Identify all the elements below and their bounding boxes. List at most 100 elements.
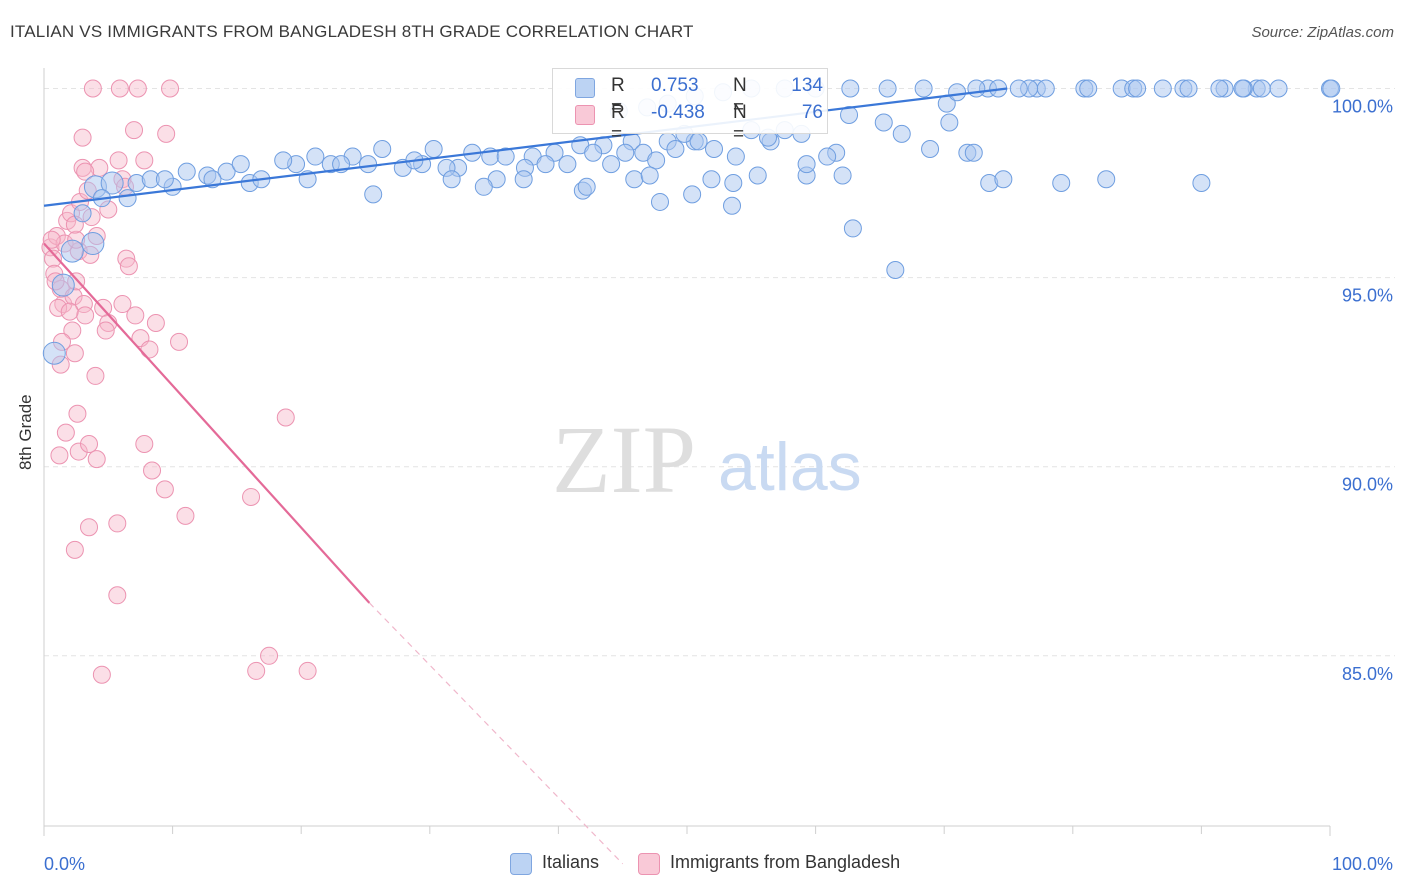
y-tick-label: 95.0%	[1342, 286, 1393, 306]
italians-point	[217, 162, 236, 181]
bangladesh-point	[44, 249, 63, 268]
grid-lines	[44, 87, 1395, 657]
bangladesh-trend-extension	[368, 602, 624, 865]
source-note: Source: ZipAtlas.com	[1251, 24, 1394, 41]
bangladesh-point	[60, 302, 79, 321]
italians-point	[650, 192, 669, 211]
bangladesh-point	[125, 121, 144, 140]
italians-point	[558, 155, 577, 174]
bangladesh-point	[146, 313, 165, 332]
watermark: ZIP atlas	[552, 406, 862, 513]
legend-n-label: N =	[733, 102, 747, 145]
italians-point	[748, 166, 767, 185]
italians-point	[705, 139, 724, 158]
x-tick-label: 0.0%	[44, 854, 85, 874]
italians-point	[921, 139, 940, 158]
bangladesh-point	[176, 506, 195, 525]
italians-point	[536, 155, 555, 174]
italians-point	[177, 162, 196, 181]
bangladesh-point	[157, 124, 176, 143]
bangladesh-point	[69, 442, 88, 461]
italians-point	[496, 147, 515, 166]
bangladesh-point	[108, 514, 127, 533]
italians-point	[577, 177, 596, 196]
italians-point	[689, 132, 708, 151]
bangladesh-point	[170, 332, 189, 351]
italians-point	[60, 239, 84, 263]
italians-point	[948, 83, 967, 102]
bangladesh-point	[242, 487, 261, 506]
bangladesh-point	[126, 306, 145, 325]
italians-point	[274, 151, 293, 170]
y-tick-label: 85.0%	[1342, 664, 1393, 684]
y-tick-label: 100.0%	[1332, 96, 1393, 116]
legend-n-value: 134	[791, 75, 823, 96]
bangladesh-point	[49, 298, 68, 317]
italians-point	[1097, 170, 1116, 189]
bangladesh-point	[76, 306, 95, 325]
italians-point	[640, 166, 659, 185]
italians-point	[797, 155, 816, 174]
bangladesh-point	[56, 423, 75, 442]
bangladesh-point	[298, 661, 317, 680]
y-axis-label: 8th Grade	[16, 394, 35, 470]
bangladesh-point	[260, 646, 279, 665]
bangladesh-point	[63, 321, 82, 340]
bangladesh-point	[140, 340, 159, 359]
bangladesh-point	[276, 408, 295, 427]
italians-point	[878, 79, 897, 98]
bangladesh-point	[87, 450, 106, 469]
italians-point	[584, 143, 603, 162]
italians-point	[892, 124, 911, 143]
bangladesh-point	[65, 540, 84, 559]
bangladesh-point	[119, 257, 138, 276]
bangladesh-point	[155, 480, 174, 499]
italians-point	[666, 139, 685, 158]
bangladesh-point	[41, 238, 60, 257]
legend-n-label: N =	[733, 75, 747, 118]
italians-point	[683, 185, 702, 204]
legend-swatch-bangladesh	[638, 853, 660, 875]
legend-label-bangladesh: Immigrants from Bangladesh	[670, 852, 901, 872]
italians-point	[1179, 79, 1198, 98]
bangladesh-point	[65, 344, 84, 363]
chart-title: ITALIAN VS IMMIGRANTS FROM BANGLADESH 8T…	[10, 22, 694, 41]
italians-point	[994, 170, 1013, 189]
bangladesh-point	[135, 435, 154, 453]
italians-point	[602, 155, 621, 174]
bangladesh-point	[135, 151, 154, 170]
stats-legend: R = 0.753 N = 134 R = -0.438 N = 76	[552, 68, 828, 145]
bangladesh-point	[80, 518, 99, 537]
y-tick-label: 90.0%	[1342, 475, 1393, 495]
legend-r-label: R =	[611, 75, 625, 118]
italians-point	[818, 147, 837, 166]
italians-point	[726, 147, 745, 166]
italians-point	[231, 155, 250, 174]
italians-point	[51, 273, 75, 297]
italians-point	[1009, 79, 1028, 98]
tick-labels: 85.0% 90.0% 95.0% 100.0% 0.0% 100.0%	[44, 96, 1393, 874]
bangladesh-point	[117, 249, 136, 268]
italians-point	[514, 170, 533, 189]
italians-point	[964, 143, 983, 162]
italians-point	[442, 170, 461, 189]
italians-point	[625, 170, 644, 189]
italians-point	[616, 143, 635, 162]
italians-point	[100, 171, 124, 195]
legend-r-value: -0.438	[651, 102, 705, 123]
italians-trend-line	[43, 87, 1008, 207]
bangladesh-point	[92, 665, 111, 684]
italians-point	[940, 113, 959, 132]
bangladesh-point	[76, 162, 95, 181]
italians-point	[914, 79, 933, 98]
italians-point	[843, 219, 862, 238]
bangladesh-point	[68, 404, 87, 423]
legend-n-value: 76	[801, 102, 823, 123]
bangladesh-point	[73, 128, 92, 147]
legend-swatch-bangladesh	[575, 105, 595, 125]
italians-point	[647, 151, 666, 170]
legend-label-italians: Italians	[542, 852, 600, 872]
watermark-zip: ZIP	[552, 406, 696, 513]
italians-point	[81, 232, 105, 256]
italians-point	[841, 79, 860, 98]
